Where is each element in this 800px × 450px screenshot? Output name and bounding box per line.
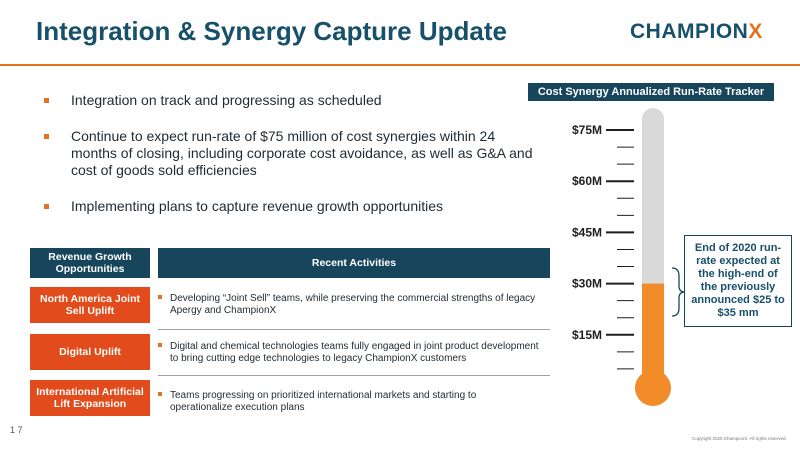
- copyright-text: Copyright 2020 ChampionX. All rights res…: [692, 436, 787, 441]
- bullet-list: Integration on track and progressing as …: [44, 92, 544, 234]
- row-divider: [158, 375, 550, 376]
- tick-label: $15M: [572, 328, 602, 342]
- row-activity-text: Developing “Joint Sell” teams, while pre…: [170, 293, 536, 316]
- row-activity-text: Digital and chemical technologies teams …: [170, 341, 539, 364]
- bullet-text: Implementing plans to capture revenue gr…: [71, 198, 443, 214]
- page-number: 1 7: [10, 425, 23, 435]
- logo-text: CHAMPION: [630, 20, 749, 43]
- row-label-north-america: North America Joint Sell Uplift: [30, 287, 150, 323]
- bullet-square-icon: [158, 343, 162, 347]
- row-label-international: International Artificial Lift Expansion: [30, 380, 150, 416]
- thermometer-ticks: [606, 129, 634, 370]
- chart-title: Cost Synergy Annualized Run-Rate Tracker: [528, 83, 774, 101]
- logo-x-mark: X: [748, 20, 763, 43]
- page-title: Integration & Synergy Capture Update: [36, 16, 507, 46]
- row-divider: [158, 329, 550, 330]
- bullet-square-icon: [158, 392, 162, 396]
- row-text-digital: Digital and chemical technologies teams …: [158, 341, 550, 365]
- bullet-square-icon: [44, 98, 49, 103]
- thermometer-tick-labels: $15M $30M $45M $60M $75M: [572, 123, 602, 342]
- bullet-item: Continue to expect run-rate of $75 milli…: [44, 128, 544, 179]
- bullet-item: Integration on track and progressing as …: [44, 92, 544, 109]
- table-header-activities: Recent Activities: [158, 248, 550, 278]
- bullet-square-icon: [158, 295, 162, 299]
- annotation-callout: End of 2020 run-rate expected at the hig…: [684, 235, 792, 327]
- bullet-square-icon: [44, 134, 49, 139]
- title-divider: [0, 64, 800, 66]
- championx-logo: CHAMPIONX: [630, 20, 763, 44]
- row-text-north-america: Developing “Joint Sell” teams, while pre…: [158, 293, 550, 317]
- bullet-text: Continue to expect run-rate of $75 milli…: [71, 128, 533, 178]
- bullet-text: Integration on track and progressing as …: [71, 92, 382, 108]
- bullet-item: Implementing plans to capture revenue gr…: [44, 198, 544, 215]
- row-label-digital: Digital Uplift: [30, 334, 150, 370]
- thermometer-bulb: [635, 370, 671, 406]
- row-activity-text: Teams progressing on prioritized interna…: [170, 390, 477, 413]
- tick-label: $45M: [572, 225, 602, 239]
- row-text-international: Teams progressing on prioritized interna…: [158, 390, 550, 414]
- tick-label: $60M: [572, 174, 602, 188]
- table-header-opportunities: Revenue Growth Opportunities: [30, 248, 150, 278]
- thermometer-chart: $15M $30M $45M $60M $75M: [572, 108, 686, 406]
- bullet-square-icon: [44, 204, 49, 209]
- tick-label: $30M: [572, 277, 602, 291]
- thermometer-tube: [635, 108, 671, 406]
- tick-label: $75M: [572, 123, 602, 137]
- thermometer-fill-bar: [642, 283, 664, 388]
